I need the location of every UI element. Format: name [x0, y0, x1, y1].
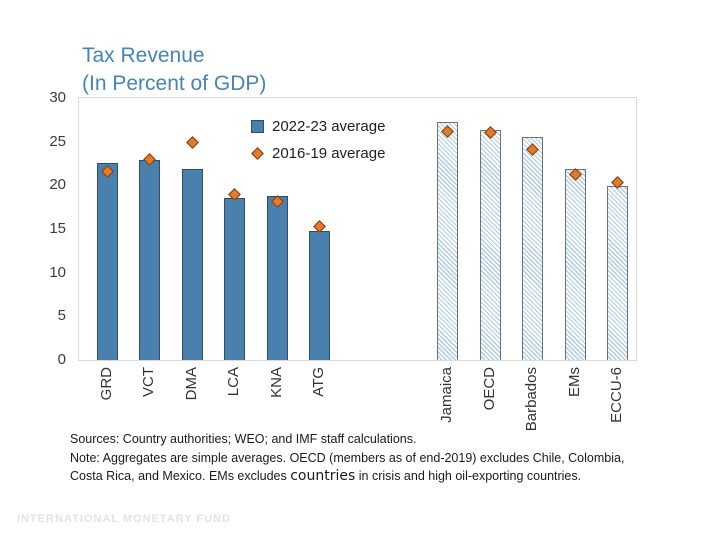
note-line-2-em: countries	[290, 468, 356, 484]
x-label-LCA: LCA	[225, 367, 243, 397]
x-label-GRD: GRD	[97, 367, 115, 401]
y-tick-10: 10	[49, 263, 66, 281]
legend-item-diamonds: 2016-19 average	[251, 145, 385, 162]
chart-title-block: Tax Revenue (In Percent of GDP)	[82, 42, 266, 98]
bar-OECD	[479, 130, 501, 360]
footnotes: Sources: Country authorities; WEO; and I…	[70, 430, 690, 486]
legend-item-bars: 2022-23 average	[251, 118, 385, 135]
bar-Barbados	[522, 137, 544, 360]
chart-subtitle: (In Percent of GDP)	[82, 72, 267, 95]
bar-DMA	[181, 168, 203, 360]
y-tick-30: 30	[49, 89, 66, 106]
y-tick-5: 5	[57, 307, 66, 325]
x-label-Jamaica: Jamaica	[438, 367, 456, 423]
y-axis: 0 5 10 15 20 25 30	[34, 89, 72, 368]
bar-Jamaica	[437, 122, 459, 360]
x-label-ECCU-6: ECCU-6	[608, 367, 626, 423]
x-label-DMA: DMA	[182, 367, 200, 401]
bar-ECCU-6	[607, 186, 629, 360]
marker-DMA	[185, 136, 199, 149]
y-tick-0: 0	[57, 351, 66, 368]
bar-VCT	[139, 160, 161, 360]
x-label-Barbados: Barbados	[523, 367, 541, 432]
x-label-OECD: OECD	[480, 367, 498, 411]
x-label-VCT: VCT	[140, 367, 158, 397]
note-line-2-pre: Costa Rica, and Mexico. EMs excludes	[70, 469, 291, 483]
x-label-ATG: ATG	[310, 367, 328, 397]
y-tick-15: 15	[49, 220, 66, 237]
note-line-2-post: in crisis and high oil-exporting countri…	[355, 469, 582, 483]
bar-EMs	[564, 168, 586, 360]
x-label-EMs: EMs	[565, 367, 583, 397]
imf-brand-text: INTERNATIONAL MONETARY FUND	[17, 513, 231, 525]
legend-bar-label: 2022-23 average	[272, 118, 386, 135]
note-line-1: Note: Aggregates are simple averages. OE…	[70, 450, 625, 465]
legend: 2022-23 average 2016-19 average	[251, 118, 385, 172]
y-tick-25: 25	[49, 132, 66, 150]
note-line-2: Costa Rica, and Mexico. EMs excludes cou…	[70, 467, 690, 486]
sources-line: Sources: Country authorities; WEO; and I…	[70, 432, 417, 446]
bar-KNA	[266, 195, 288, 360]
bar-LCA	[224, 198, 246, 360]
plot-area: 2022-23 average 2016-19 average	[78, 97, 637, 361]
y-tick-20: 20	[49, 176, 66, 194]
x-label-KNA: KNA	[267, 367, 285, 398]
bar-GRD	[96, 162, 118, 360]
legend-bar-swatch-icon	[251, 120, 264, 133]
chart-title: Tax Revenue	[82, 44, 205, 67]
bar-ATG	[309, 230, 331, 360]
legend-diamond-label: 2016-19 average	[272, 145, 386, 162]
legend-diamond-icon	[251, 147, 264, 160]
